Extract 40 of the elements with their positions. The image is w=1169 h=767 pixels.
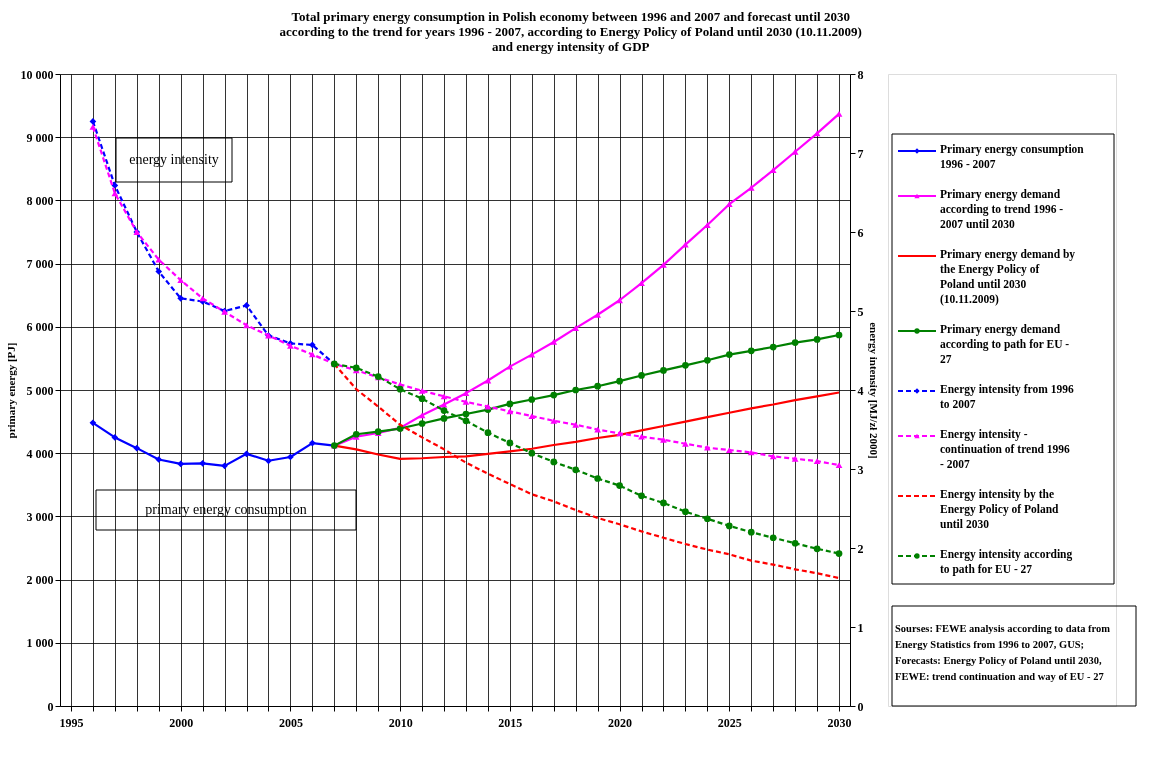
x-tick-label: 2025 — [717, 715, 742, 730]
legend-label: Primary energy demand according to trend 1996 - 2007 until 2030 — [940, 188, 1064, 230]
x-tick-label: 2030 — [827, 715, 852, 730]
x-tick-label: 2015 — [498, 715, 523, 730]
legend-label: Energy intensity from 1996 to 2007 — [940, 383, 1074, 410]
y-axis-title: primary energy [PJ] — [4, 342, 17, 439]
y2-axis-title: energy intensity [MJ/zł 2000] — [867, 322, 880, 459]
y2-tick-label: 7 — [857, 146, 864, 161]
x-tick-label: 2020 — [608, 715, 633, 730]
y-tick-label: 5 000 — [26, 383, 54, 398]
y-tick-label: 8 000 — [26, 193, 54, 208]
x-tick-label: 2000 — [169, 715, 194, 730]
legend-label: Primary energy demand by the Energy Policy of Poland until 2030 (10.11.2009) — [940, 248, 1076, 306]
x-tick-label: 2010 — [388, 715, 413, 730]
legend-label: Energy intensity by the Energy Policy of Poland until 2030 — [940, 488, 1060, 530]
y-tick-label: 9 000 — [26, 130, 54, 145]
legend-label: Energy intensity - continuation of trend 1996 - 2007 — [940, 428, 1071, 470]
y2-tick-label: 8 — [857, 67, 864, 82]
y2-tick-label: 2 — [857, 541, 864, 556]
y-tick-label: 2 000 — [26, 573, 54, 588]
y2-tick-label: 4 — [857, 383, 864, 398]
y-tick-label: 6 000 — [26, 320, 54, 335]
x-tick-label: 2005 — [278, 715, 303, 730]
text: Sourses: FEWE analysis according to data from Energy Statistics from 1996 to 2007, GUS; Forecasts: Energy Policy of Poland until 2030, FEWE: trend continuation and way of EU - 27 — [895, 623, 1111, 682]
y-tick-label: 4 000 — [26, 446, 54, 461]
y-tick-label: 3 000 — [26, 509, 54, 524]
y2-tick-label: 3 — [857, 462, 864, 477]
y-tick-label: 0 — [47, 699, 54, 714]
y-tick-label: 7 000 — [26, 257, 54, 272]
y-tick-label: 1 000 — [26, 636, 54, 651]
legend-label: Primary energy demand according to path for EU - 27 — [940, 323, 1070, 365]
legend-label: Energy intensity according to path for EU - 27 — [940, 548, 1073, 576]
y2-tick-label: 1 — [857, 620, 864, 635]
y2-tick-label: 5 — [857, 304, 864, 319]
y2-tick-label: 0 — [857, 699, 864, 714]
y2-tick-label: 6 — [857, 225, 864, 240]
legend-label: Primary energy consumption 1996 - 2007 — [940, 143, 1085, 170]
chart-title: Total primary energy consumption in Polish economy between 1996 and 2007 and forecast until 2030 according to the trend for years 1996 - 2007, according to Energy Policy of Poland until 2030 (10.11.2009) and energy intensity of GDP — [279, 8, 862, 54]
y-tick-label: 10 000 — [20, 67, 54, 82]
x-tick-label: 1995 — [59, 715, 84, 730]
